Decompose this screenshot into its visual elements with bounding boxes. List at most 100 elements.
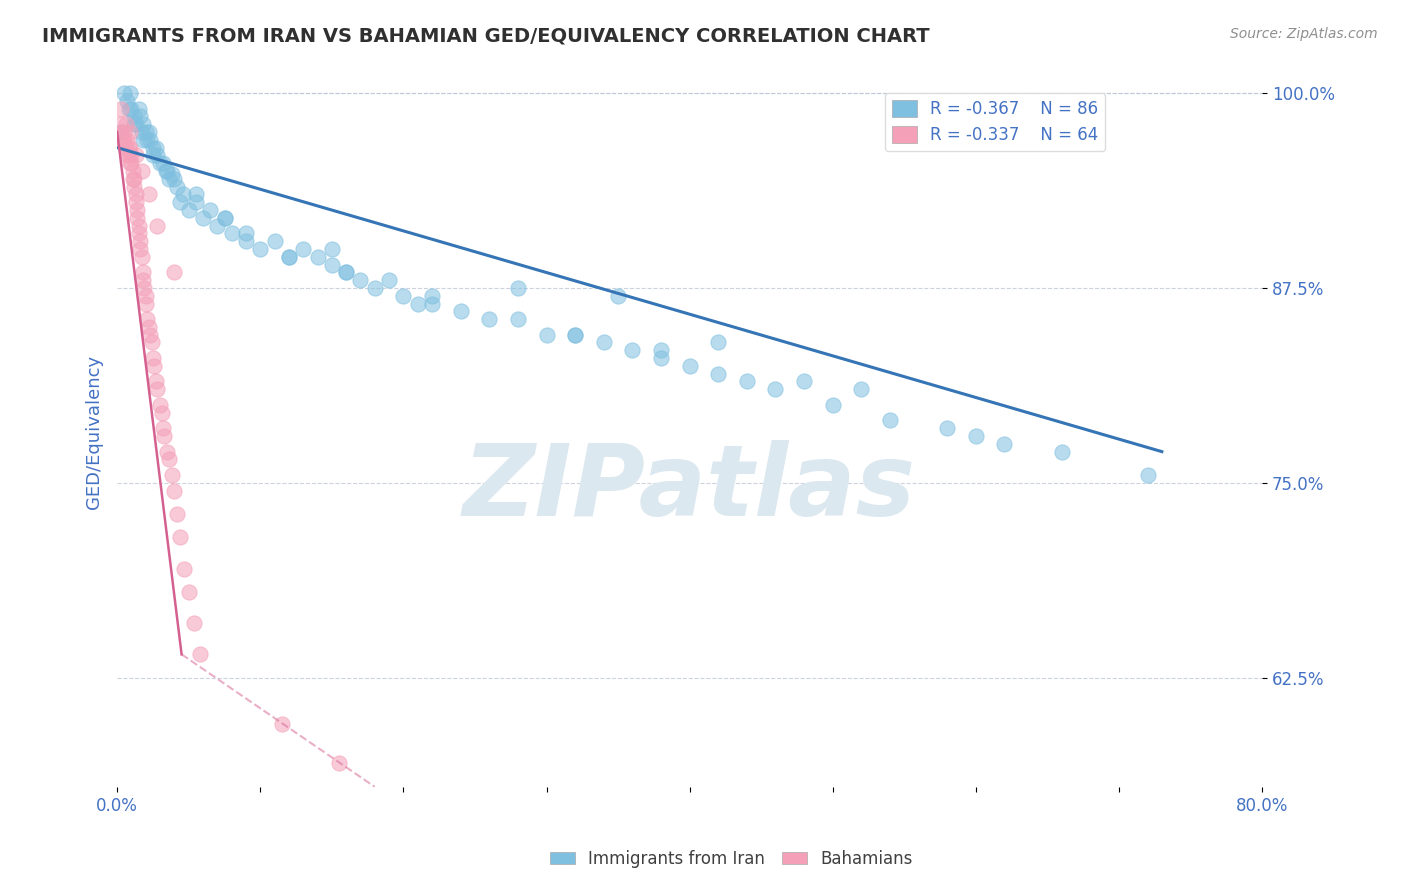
Point (328, 756, 350, 771)
Legend: Immigrants from Iran, Bahamians: Immigrants from Iran, Bahamians (543, 844, 920, 875)
Point (1050, 444, 1073, 458)
Point (478, 312, 501, 326)
Point (120, 156, 142, 170)
Point (607, 289, 630, 303)
Point (936, 421, 959, 435)
Point (121, 156, 143, 170)
Point (127, 211, 149, 225)
Point (125, 148, 148, 162)
Point (177, 202, 200, 217)
Point (150, 406, 173, 420)
Point (117, 140, 139, 154)
Point (120, 140, 142, 154)
Point (136, 133, 159, 147)
Point (214, 211, 236, 225)
Point (138, 125, 160, 139)
Point (110, 125, 132, 139)
Point (115, 148, 138, 162)
Point (127, 202, 149, 217)
Point (135, 289, 157, 303)
Point (132, 265, 155, 279)
Text: Source: ZipAtlas.com: Source: ZipAtlas.com (1230, 27, 1378, 41)
Point (112, 125, 135, 139)
Point (235, 227, 257, 241)
Point (129, 234, 152, 248)
Point (879, 413, 901, 427)
Point (142, 351, 165, 365)
Point (149, 398, 172, 412)
Point (678, 359, 700, 373)
Point (155, 164, 177, 178)
Point (112, 86, 135, 100)
Point (707, 367, 730, 381)
Point (235, 234, 257, 248)
Point (163, 265, 186, 279)
Point (141, 335, 163, 350)
Point (115, 133, 138, 147)
Point (125, 117, 148, 131)
Point (132, 117, 155, 131)
Point (564, 327, 586, 342)
Point (420, 289, 443, 303)
Point (183, 616, 205, 631)
Point (124, 171, 146, 186)
Point (139, 133, 162, 147)
Point (335, 265, 357, 279)
Point (156, 164, 179, 178)
Point (270, 717, 292, 731)
Point (965, 429, 987, 443)
Point (115, 94, 138, 108)
Point (163, 483, 186, 498)
Point (156, 444, 179, 458)
Point (114, 140, 136, 154)
Point (125, 195, 148, 210)
Point (191, 211, 214, 225)
Point (406, 296, 429, 310)
Point (277, 250, 299, 264)
Point (506, 312, 529, 326)
Point (120, 125, 142, 139)
Point (152, 421, 174, 435)
Point (621, 343, 644, 358)
Point (707, 335, 730, 350)
Point (160, 167, 183, 181)
Legend: R = -0.367    N = 86, R = -0.337    N = 64: R = -0.367 N = 86, R = -0.337 N = 64 (884, 93, 1105, 151)
Point (169, 195, 191, 210)
Point (125, 187, 148, 202)
Point (143, 359, 166, 373)
Point (114, 117, 136, 131)
Point (650, 351, 672, 365)
Point (135, 296, 157, 310)
Point (735, 375, 758, 389)
Point (149, 156, 172, 170)
Point (506, 281, 529, 295)
Point (152, 156, 174, 170)
Point (1136, 468, 1159, 483)
Point (132, 273, 155, 287)
Point (131, 125, 153, 139)
Point (124, 110, 146, 124)
Point (277, 250, 299, 264)
Point (146, 219, 169, 233)
Point (249, 242, 271, 256)
Point (166, 507, 188, 521)
Point (136, 312, 159, 326)
Point (221, 227, 243, 241)
Point (131, 250, 153, 264)
Text: IMMIGRANTS FROM IRAN VS BAHAMIAN GED/EQUIVALENCY CORRELATION CHART: IMMIGRANTS FROM IRAN VS BAHAMIAN GED/EQU… (42, 27, 929, 45)
Point (172, 187, 194, 202)
Point (263, 234, 285, 248)
Point (145, 375, 167, 389)
Point (117, 102, 139, 116)
Point (112, 133, 135, 147)
Point (120, 86, 142, 100)
Point (335, 265, 357, 279)
Point (321, 258, 343, 272)
Point (392, 289, 415, 303)
Point (128, 102, 150, 116)
Point (153, 429, 176, 443)
Point (108, 117, 131, 131)
Point (157, 452, 180, 467)
Point (142, 148, 165, 162)
Point (131, 164, 153, 178)
